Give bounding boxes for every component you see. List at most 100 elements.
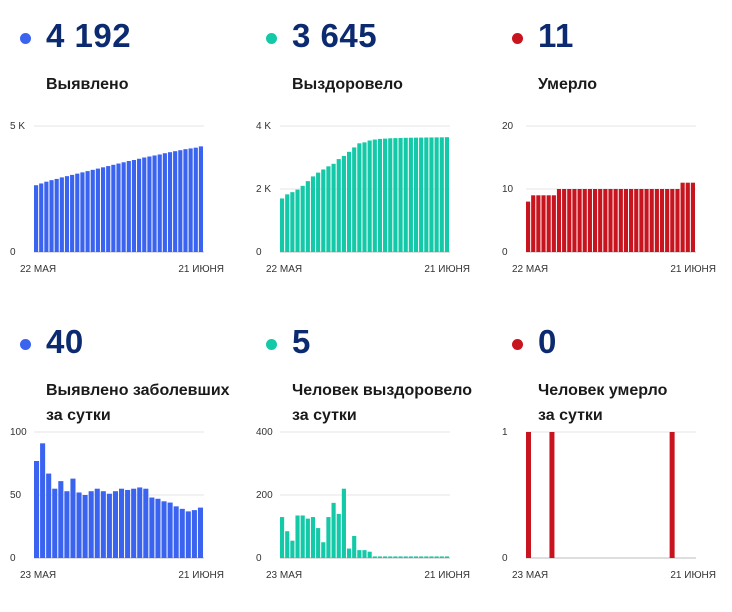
bar <box>197 507 203 558</box>
bar <box>280 198 285 252</box>
bar <box>64 176 70 252</box>
bar <box>403 137 408 252</box>
bar <box>185 511 191 558</box>
bar <box>618 189 623 252</box>
bar <box>193 147 198 252</box>
panel-confirmed-total: 4 192 Выявлено 0 5 K 22 МАЯ 21 ИЮНЯ <box>0 0 244 306</box>
legend-dot-icon <box>20 33 31 44</box>
bar <box>70 174 75 252</box>
y-tick-label: 2 K <box>256 184 271 195</box>
bar <box>147 156 152 252</box>
panel-deaths-total: 11 Умерло 0 10 20 22 МАЯ 21 ИЮНЯ <box>492 0 732 306</box>
bar <box>613 189 618 252</box>
bar <box>587 189 592 252</box>
bar <box>413 556 419 558</box>
bar <box>372 556 377 558</box>
bar <box>167 152 173 252</box>
bar <box>670 189 675 252</box>
x-start-label: 22 МАЯ <box>20 264 56 275</box>
bar <box>649 189 654 252</box>
bar <box>178 150 183 252</box>
x-end-label: 21 ИЮНЯ <box>424 570 470 581</box>
bar <box>352 147 357 252</box>
bar <box>157 154 162 252</box>
bar <box>408 556 413 558</box>
bar <box>680 182 685 252</box>
bar <box>393 556 398 558</box>
stat-label-line: Умерло <box>538 76 597 93</box>
bar <box>546 195 551 252</box>
bar <box>665 189 670 252</box>
legend-dot-icon <box>266 33 277 44</box>
bar <box>149 497 155 558</box>
stat-label-line: Выявлено заболевших <box>46 382 230 399</box>
bar <box>562 189 567 252</box>
panel-confirmed-daily: 40 Выявлено заболевших за сутки 0 50 100 23 МА… <box>0 306 244 612</box>
bar <box>424 137 429 252</box>
bar <box>388 138 393 252</box>
bar <box>629 189 634 252</box>
bar <box>634 189 639 252</box>
bar <box>112 491 118 558</box>
y-tick-label: 10 <box>502 184 514 195</box>
x-end-label: 21 ИЮНЯ <box>178 264 224 275</box>
bar <box>152 155 157 252</box>
stat-label-line: Человек выздоровело <box>292 382 473 399</box>
stat-label-line: за сутки <box>46 407 111 424</box>
panel-recovered-total: 3 645 Выздоровело 0 2 K 4 K 22 МАЯ 21 ИЮНЯ <box>246 0 490 306</box>
bar <box>393 138 398 252</box>
bar <box>383 138 388 252</box>
bar <box>111 164 116 252</box>
bar <box>131 488 137 558</box>
bar <box>290 540 295 558</box>
stat-value: 4 192 <box>46 17 132 54</box>
bar <box>34 185 39 252</box>
bar <box>100 167 106 252</box>
legend-dot-icon <box>266 339 277 350</box>
bar <box>419 137 424 252</box>
y-tick-label: 0 <box>10 247 16 258</box>
bar-chart: 0 10 20 22 МАЯ 21 ИЮНЯ <box>502 121 716 275</box>
bar <box>295 515 300 558</box>
bar <box>362 550 367 558</box>
bar <box>592 189 598 252</box>
stat-label: Человек умерло за сутки <box>538 378 667 428</box>
bar <box>121 162 126 252</box>
bar <box>285 194 290 252</box>
stat-label-line: Человек умерло <box>538 382 668 399</box>
bar <box>94 488 100 558</box>
bar <box>321 542 326 558</box>
bar <box>367 140 372 252</box>
bar <box>80 172 85 252</box>
stat-label-line: за сутки <box>538 407 603 424</box>
bar <box>357 143 362 252</box>
stat-label: Выявлено заболевших за сутки <box>46 378 230 428</box>
bar <box>377 138 383 252</box>
bar <box>536 195 541 252</box>
panel-deaths-daily: 0 Человек умерло за сутки 0 1 23 МАЯ 21 ИЮНЯ <box>492 306 732 612</box>
y-tick-label: 0 <box>502 553 508 564</box>
bar <box>398 556 403 558</box>
bar <box>137 487 143 558</box>
x-start-label: 22 МАЯ <box>512 264 548 275</box>
bar <box>321 169 326 252</box>
bar <box>316 172 321 252</box>
bar <box>100 491 106 558</box>
bar <box>669 432 675 558</box>
x-start-label: 22 МАЯ <box>266 264 302 275</box>
bar-chart: 0 5 K 22 МАЯ 21 ИЮНЯ <box>10 121 224 275</box>
bar <box>623 189 629 252</box>
bar <box>76 492 82 558</box>
bar <box>34 460 40 558</box>
bar <box>659 189 665 252</box>
stat-label: Умерло <box>538 72 597 97</box>
bar <box>305 181 310 252</box>
bar <box>85 171 90 252</box>
stat-value: 5 <box>292 323 311 360</box>
bar <box>131 160 137 252</box>
bar <box>690 182 695 252</box>
y-tick-label: 400 <box>256 427 273 438</box>
x-start-label: 23 МАЯ <box>20 570 56 581</box>
bar <box>59 177 64 252</box>
bar <box>383 556 388 558</box>
